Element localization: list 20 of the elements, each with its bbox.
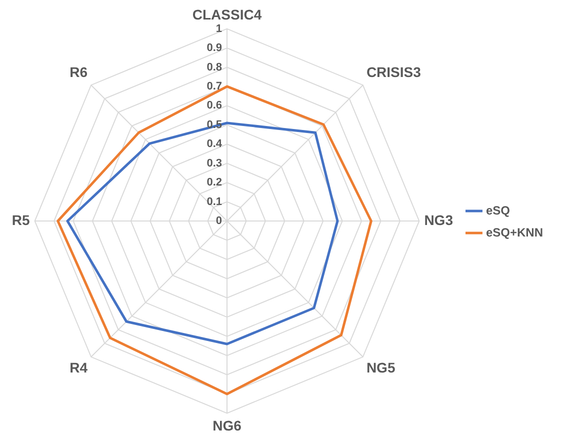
y-tick-label: 1 (216, 22, 222, 35)
legend-label: eSQ+KNN (486, 225, 544, 240)
spoke-label: R6 (70, 64, 88, 80)
y-tick-label: 0.1 (206, 196, 222, 208)
spoke-label: NG3 (424, 212, 454, 228)
y-tick-label: 0.8 (206, 61, 222, 74)
spoke-label: R4 (70, 360, 88, 376)
spoke-label: CLASSIC4 (192, 6, 262, 22)
y-tick-label: 0.4 (206, 138, 223, 150)
y-tick-label: 0.7 (206, 80, 222, 92)
spoke-label: R5 (12, 212, 30, 228)
y-tick-label: 0.9 (206, 42, 222, 54)
spoke-label: CRISIS3 (366, 64, 422, 80)
y-tick-label: 0.3 (206, 157, 222, 170)
y-tick-label: 0.2 (206, 176, 222, 189)
legend-label: eSQ (486, 203, 510, 218)
spoke-label: NG6 (212, 417, 242, 434)
y-tick-label: 0.6 (206, 100, 222, 112)
y-tick-label: 0 (216, 215, 222, 228)
spoke-label: NG5 (366, 360, 396, 376)
